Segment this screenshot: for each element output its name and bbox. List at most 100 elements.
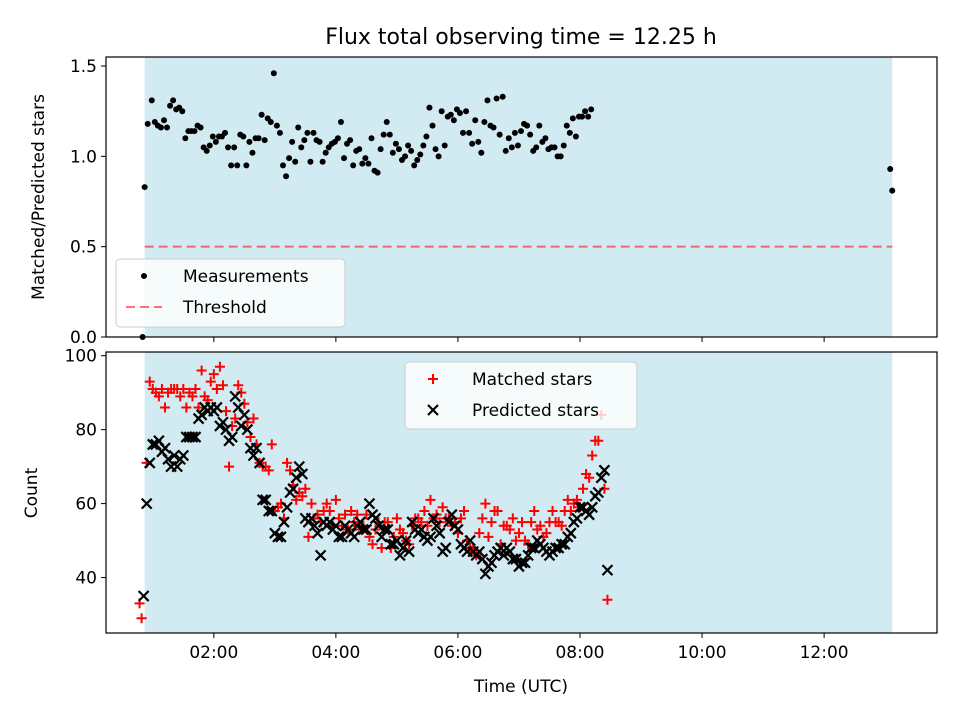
x-marker [241,423,254,436]
x-marker [348,531,360,543]
x-marker [168,449,180,462]
measurement-point [426,104,433,111]
y-tick-label: 80 [75,421,97,441]
measurement-point [225,144,232,151]
predicted-star-point [287,483,299,495]
x-marker [427,512,440,525]
measurement-point [362,155,369,162]
predicted-star-point [473,545,486,558]
measurement-point [533,144,540,151]
predicted-star-point [360,523,373,536]
plus-marker [565,505,576,516]
x-marker [186,431,199,443]
x-marker [400,534,412,547]
measurement-point [197,124,204,131]
measurement-point [469,140,476,147]
measurement-point [334,135,341,142]
measurement-point [542,135,549,142]
measurement-point [319,158,326,165]
matched-star-point [510,535,521,546]
measurement-point [279,162,286,169]
x-marker [308,519,321,532]
measurement-point [383,119,390,126]
plus-marker [510,535,521,546]
plot-frame [105,351,938,634]
x-marker [406,516,418,528]
x-marker [229,390,241,403]
x-marker [147,438,159,451]
x-tick-label: 04:00 [311,643,360,663]
plus-marker [300,483,311,494]
predicted-star-point [528,542,540,554]
measurement-point [258,111,265,118]
matched-star-point [330,494,341,505]
predicted-star-point [250,442,263,454]
matched-star-point [190,383,201,394]
plus-marker [233,380,244,391]
matched-star-point [526,517,537,528]
plus-marker [144,376,155,387]
plus-marker [346,505,357,516]
predicted-star-point [574,501,586,514]
predicted-star-point [497,549,510,562]
measurement-point [170,97,177,104]
x-marker [439,542,452,554]
measurement-point [472,117,479,124]
matched-star-point [205,376,216,387]
matched-star-point [324,505,335,516]
plus-marker [535,520,546,531]
predicted-star-point [381,523,394,536]
predicted-star-point [595,471,608,484]
plus-marker [425,494,436,505]
plus-marker [156,383,167,394]
plus-marker [459,505,470,516]
matched-star-point [455,513,466,524]
plus-marker [306,498,317,509]
measurement-point [496,131,503,138]
matched-star-point [547,505,558,516]
predicted-star-point [211,401,223,414]
plus-marker [297,491,308,502]
plus-marker [562,494,573,505]
y-tick-label: 60 [75,495,97,515]
x-marker [571,512,583,525]
x-marker [287,483,299,495]
measurement-point [563,122,570,129]
x-marker [330,519,342,532]
plus-marker [529,505,540,516]
predicted-star-point [378,523,391,536]
matched-star-point [285,465,296,476]
matched-star-point [459,505,470,516]
legend-label: Measurements [183,267,309,287]
plus-marker [526,517,537,528]
plus-marker [367,539,378,550]
measurement-point [572,133,579,140]
x-tick-label: 02:00 [189,643,238,663]
plus-marker [578,483,589,494]
measurement-point [460,129,467,136]
measurement-point [380,131,387,138]
x-marker [238,409,251,421]
legend-label: Predicted stars [472,401,599,421]
plus-marker [303,531,314,542]
predicted-star-point [308,519,321,532]
plus-marker [477,513,488,524]
measurement-point [386,131,393,138]
matched-star-point [282,457,293,468]
x-marker [143,457,156,469]
x-tick-label: 08:00 [555,643,604,663]
plus-marker [330,494,341,505]
x-marker [397,542,409,554]
x-marker [510,553,522,565]
plus-marker [159,402,170,413]
predicted-star-point [571,512,583,525]
x-marker [549,542,562,554]
x-marker [266,505,278,517]
plus-marker [419,505,430,516]
measurement-point [322,149,329,156]
x-marker [177,449,190,462]
plus-marker [248,413,259,424]
plus-marker [178,383,189,394]
plus-marker [391,513,402,524]
matched-star-point [153,391,164,402]
